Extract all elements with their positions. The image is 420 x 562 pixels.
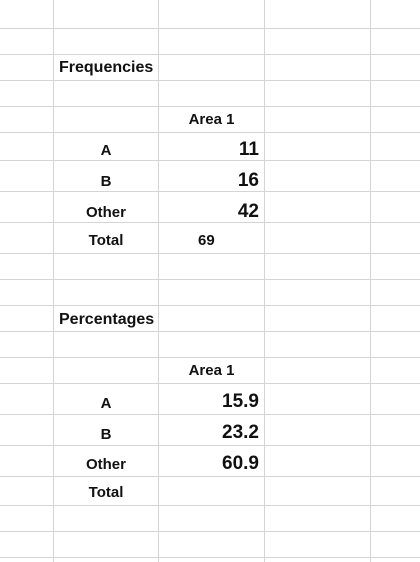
percentages-total-label: Total bbox=[88, 484, 124, 501]
row-divider bbox=[0, 222, 420, 223]
row-divider bbox=[0, 106, 420, 107]
frequencies-value-other: 42 bbox=[237, 201, 259, 222]
percentages-value-other: 60.9 bbox=[222, 453, 259, 474]
row-divider bbox=[0, 54, 420, 55]
frequencies-heading: Frequencies bbox=[59, 59, 154, 76]
row-divider bbox=[0, 414, 420, 415]
row-divider bbox=[0, 80, 420, 81]
row-divider bbox=[0, 160, 420, 161]
row-divider bbox=[0, 445, 420, 446]
frequencies-total-label: Total bbox=[88, 232, 124, 249]
frequencies-row-label-a: A bbox=[100, 142, 112, 159]
frequencies-value-a: 11 bbox=[238, 139, 259, 160]
frequencies-value-b: 16 bbox=[237, 170, 259, 191]
frequencies-row-label-b: B bbox=[100, 173, 112, 190]
percentages-value-a: 15.9 bbox=[222, 391, 259, 412]
percentages-row-label-other: Other bbox=[85, 456, 126, 473]
row-divider bbox=[0, 28, 420, 29]
frequencies-column-header: Area 1 bbox=[188, 111, 235, 128]
percentages-total-value bbox=[198, 480, 258, 506]
frequencies-total-value: 69 bbox=[198, 232, 215, 249]
percentages-row-label-b: B bbox=[100, 426, 112, 443]
column-divider bbox=[158, 0, 159, 562]
row-divider bbox=[0, 305, 420, 306]
row-divider bbox=[0, 253, 420, 254]
row-divider bbox=[0, 191, 420, 192]
row-divider bbox=[0, 531, 420, 532]
percentages-heading: Percentages bbox=[59, 311, 155, 328]
row-divider bbox=[0, 557, 420, 558]
row-divider bbox=[0, 331, 420, 332]
row-divider bbox=[0, 505, 420, 506]
row-divider bbox=[0, 279, 420, 280]
percentages-value-b: 23.2 bbox=[222, 422, 259, 443]
row-divider bbox=[0, 476, 420, 477]
column-divider bbox=[53, 0, 54, 562]
percentages-column-header: Area 1 bbox=[188, 362, 235, 379]
column-divider bbox=[370, 0, 371, 562]
row-divider bbox=[0, 357, 420, 358]
frequencies-row-label-other: Other bbox=[85, 204, 126, 221]
column-divider bbox=[264, 0, 265, 562]
row-divider bbox=[0, 383, 420, 384]
row-divider bbox=[0, 132, 420, 133]
percentages-row-label-a: A bbox=[100, 395, 112, 412]
